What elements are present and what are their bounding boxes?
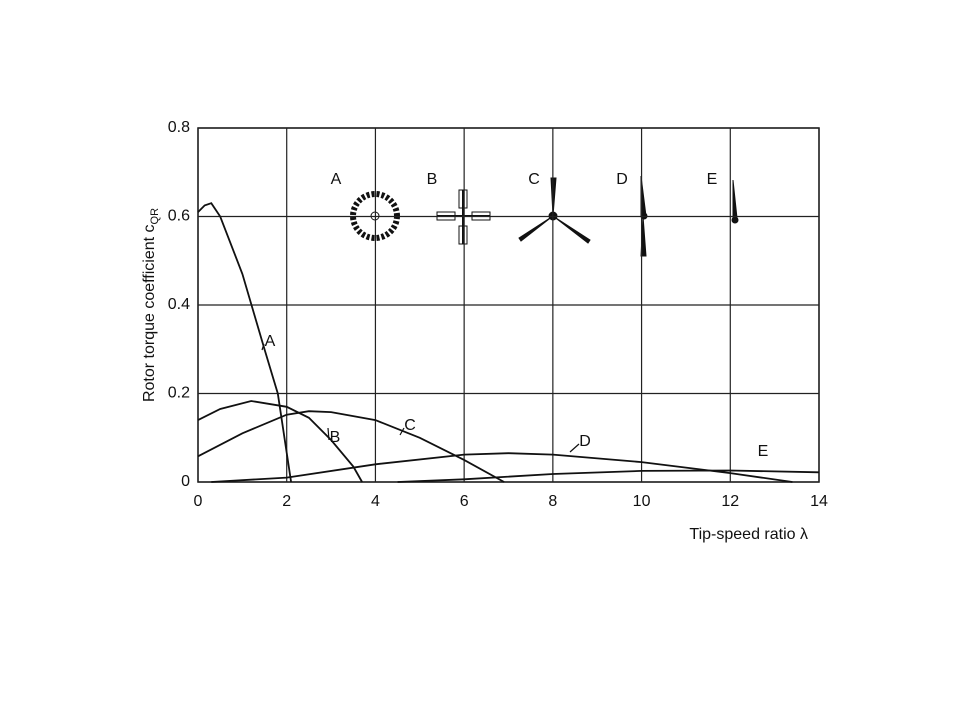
x-tick-label: 0: [194, 493, 203, 510]
y-tick-label: 0.4: [168, 296, 190, 313]
x-axis-label: Tip-speed ratio λ: [689, 526, 808, 543]
curve: [197, 202, 292, 483]
icon-label: E: [707, 171, 718, 188]
y-tick-label: 0.2: [168, 385, 190, 402]
curve: [197, 410, 505, 483]
y-axis-label: Rotor torque coefficient cQR: [141, 208, 161, 402]
leader-line: [399, 427, 405, 436]
x-tick-label: 12: [721, 493, 739, 510]
icon-label: A: [331, 171, 342, 188]
x-tick-label: 10: [633, 493, 651, 510]
curve-label: B: [330, 429, 341, 446]
icon-c: [518, 177, 591, 244]
y-tick-label: 0.6: [168, 208, 190, 225]
x-tick-label: 4: [371, 493, 380, 510]
curve: [211, 452, 793, 483]
icon-label: D: [616, 171, 628, 188]
curve: [397, 469, 820, 483]
leader-line: [569, 443, 580, 453]
x-tick-label: 6: [460, 493, 469, 510]
y-tick-label: 0.8: [168, 119, 190, 136]
y-tick-label: 0: [181, 473, 190, 490]
icon-e: [731, 179, 739, 224]
curve-label: D: [579, 433, 591, 450]
icon-label: C: [528, 171, 540, 188]
curve-label: A: [265, 333, 276, 350]
leader-line: [261, 343, 265, 351]
leader-line: [327, 427, 330, 441]
x-tick-label: 2: [282, 493, 291, 510]
curve-label: C: [404, 417, 416, 434]
x-tick-label: 14: [810, 493, 828, 510]
icon-label: B: [427, 171, 438, 188]
x-tick-label: 8: [548, 493, 557, 510]
curve-label: E: [758, 443, 769, 460]
